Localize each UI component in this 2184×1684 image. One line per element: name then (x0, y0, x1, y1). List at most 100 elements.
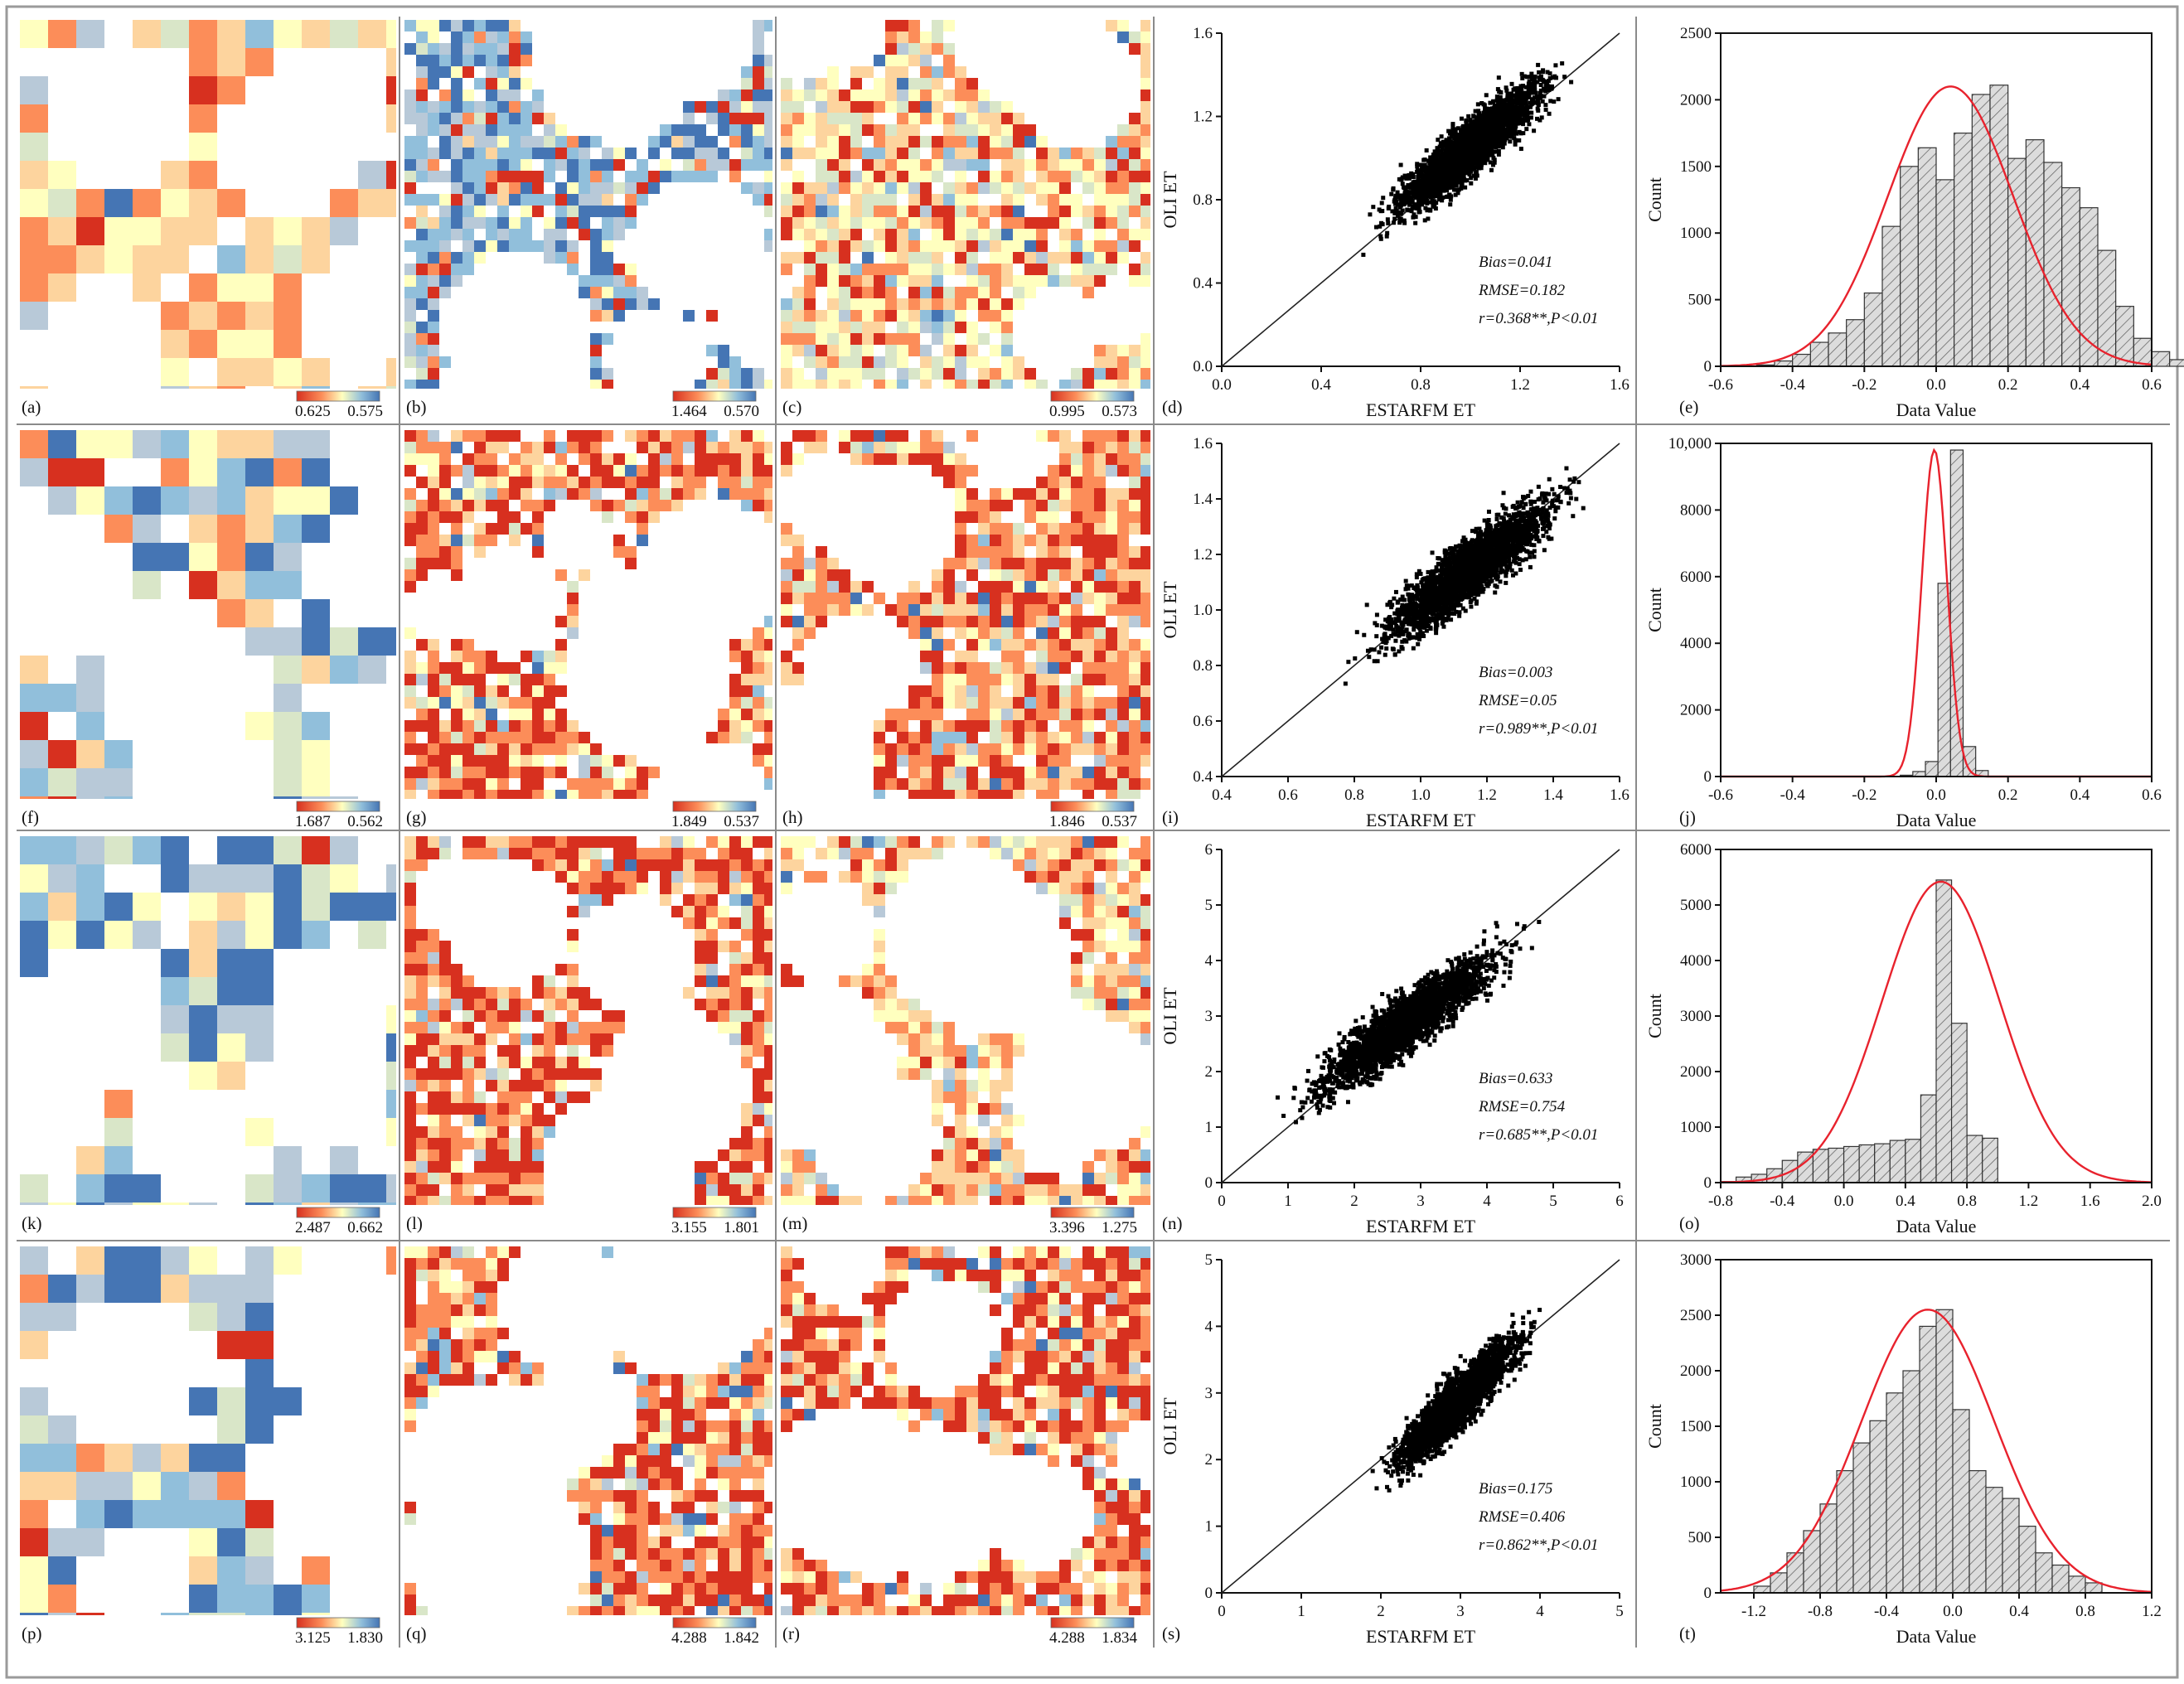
scatter-point (1527, 95, 1532, 100)
scatter-panel-label: (i) (1162, 807, 1179, 827)
scatter-point (1446, 149, 1451, 154)
scatter-point (1560, 60, 1565, 65)
x-axis-title: ESTARFM ET (1366, 399, 1476, 420)
scatter-point (1540, 99, 1545, 104)
scatter-point (1488, 137, 1493, 142)
scatter-point (1533, 74, 1538, 79)
scatter-point (1461, 152, 1466, 157)
scatter-point (1456, 133, 1461, 138)
scatter-point (1461, 133, 1466, 138)
scatter-point (1498, 109, 1503, 114)
scatter-stat-text: Bias=0.003 (1479, 664, 1552, 681)
scatter-point (1398, 609, 1403, 614)
scatter-point (1420, 179, 1425, 184)
scatter-point (1435, 146, 1440, 151)
scatter-point (1531, 506, 1536, 511)
scatter-point (1467, 145, 1472, 150)
scatter-point (1486, 109, 1491, 114)
scatter-point (1519, 119, 1524, 124)
scatter-point (1484, 120, 1489, 125)
scatter-point (1459, 139, 1464, 144)
scatter-point (1474, 170, 1479, 175)
scatter-point (1473, 109, 1478, 114)
scatter-point (1417, 182, 1422, 187)
scatter-point (1439, 174, 1444, 179)
scatter-point (1438, 157, 1443, 162)
scatter-point (1426, 178, 1431, 183)
scatter-point (1387, 204, 1392, 209)
scatter-point (1552, 99, 1557, 104)
scatter-point (1474, 152, 1479, 157)
colorbar-min-label: 0.537 (724, 813, 759, 830)
scatter-point (1448, 139, 1453, 144)
scatter-point (1528, 90, 1533, 94)
scatter-point (1367, 655, 1372, 660)
scatter-point (1479, 166, 1484, 171)
scatter-point (1484, 113, 1489, 118)
scatter-point (1515, 98, 1520, 103)
scatter-point (1436, 138, 1441, 143)
scatter-point (1456, 150, 1461, 155)
scatter-point (1475, 161, 1480, 166)
scatter-point (1468, 600, 1473, 605)
scatter-point (1378, 236, 1383, 241)
x-tick-label: 1.2 (1510, 376, 1530, 394)
scatter-point (1504, 119, 1509, 123)
hist-bar (2061, 186, 2080, 367)
scatter-point (1524, 93, 1529, 98)
scatter-point (1434, 201, 1439, 206)
scatter-point (1513, 130, 1518, 135)
colorbar-min-label: 0.562 (347, 813, 383, 830)
scatter-point (1508, 96, 1513, 101)
scatter-point (1516, 101, 1521, 106)
scatter-point (1547, 111, 1552, 116)
scatter-point (1343, 681, 1348, 686)
scatter-point (1485, 136, 1490, 141)
scatter-point (1542, 519, 1547, 524)
scatter-point (1499, 140, 1504, 145)
scatter-point (1504, 88, 1509, 93)
scatter-point (1474, 139, 1479, 144)
scatter-point (1455, 154, 1460, 159)
scatter-point (1518, 147, 1523, 152)
scatter-point (1445, 156, 1450, 161)
colorbar (672, 801, 757, 812)
scatter-point (1450, 149, 1455, 154)
scatter-point (1479, 573, 1484, 578)
scatter-point (1508, 119, 1513, 123)
scatter-point (1452, 167, 1457, 172)
scatter-point (1538, 77, 1542, 82)
scatter-point (1404, 627, 1409, 632)
scatter-point (1411, 180, 1416, 185)
scatter-point (1395, 213, 1400, 218)
scatter-point (1492, 149, 1497, 154)
scatter-point (1542, 496, 1547, 501)
scatter-point (1402, 598, 1407, 602)
scatter-point (1407, 172, 1412, 177)
scatter-point (1550, 85, 1555, 90)
scatter-point (1425, 207, 1430, 212)
scatter-point (1519, 71, 1524, 76)
scatter-point (1409, 171, 1414, 176)
scatter-point (1495, 138, 1500, 143)
scatter-point (1521, 131, 1526, 136)
scatter-point (1484, 127, 1489, 132)
scatter-point (1506, 129, 1511, 134)
scatter-point (1453, 171, 1458, 176)
scatter-point (1539, 115, 1544, 120)
map-panel-label: (a) (22, 397, 41, 417)
scatter-point (1389, 191, 1394, 196)
scatter-point (1461, 174, 1466, 179)
scatter-point (1491, 99, 1496, 104)
scatter-point (1513, 138, 1518, 143)
scatter-point (1541, 68, 1546, 73)
scatter-point (1415, 164, 1420, 169)
scatter-point (1547, 75, 1552, 80)
y-tick-label: 1.4 (1193, 491, 1213, 508)
scatter-point (1467, 172, 1472, 177)
scatter-point (1520, 111, 1525, 116)
scatter-point (1465, 178, 1470, 183)
scatter-point (1406, 632, 1411, 636)
colorbar-min-label: 0.575 (347, 403, 383, 420)
scatter-point (1525, 116, 1530, 121)
